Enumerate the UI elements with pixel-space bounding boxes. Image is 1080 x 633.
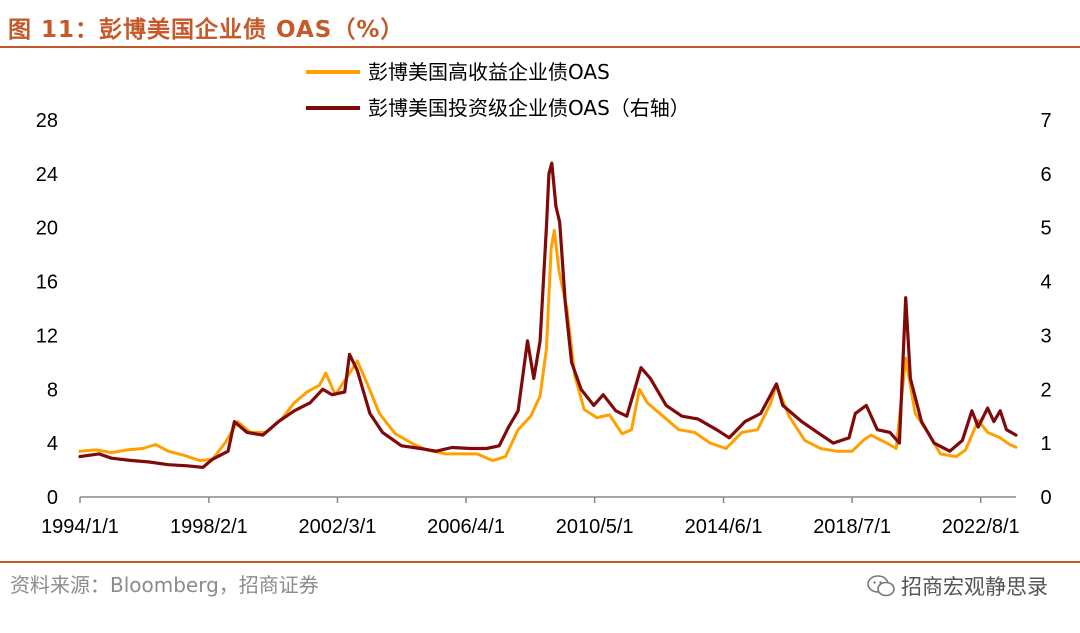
figure-title: 图 11：彭博美国企业债 OAS（%） (8, 17, 405, 43)
y-right-tick-label: 1 (1040, 433, 1051, 455)
x-tick-label: 2002/3/1 (299, 516, 377, 538)
y-right-tick-label: 6 (1040, 164, 1051, 186)
y-right-tick-label: 7 (1040, 110, 1051, 132)
x-tick-label: 1998/2/1 (170, 516, 248, 538)
x-tick-label: 1994/1/1 (41, 516, 119, 538)
source-note: 资料来源：Bloomberg，招商证券 (10, 573, 319, 597)
wechat-icon (867, 575, 895, 597)
y-left-tick-label: 16 (36, 272, 58, 294)
x-tick-label: 2006/4/1 (427, 516, 505, 538)
y-left-tick-label: 0 (47, 487, 58, 509)
title-divider (0, 46, 1080, 48)
y-left-tick-label: 24 (36, 164, 58, 186)
y-left-tick-label: 28 (36, 110, 58, 132)
axes: 1994/1/1 1998/2/1 2002/3/1 2006/4/1 2010/5/1… (36, 110, 1052, 538)
watermark: 招商宏观静思录 (867, 571, 1048, 601)
y-right-tick-label: 3 (1040, 325, 1051, 347)
y-right-tick-label: 0 (1040, 487, 1051, 509)
y-left-tick-label: 4 (47, 433, 58, 455)
legend-label-high-yield: 彭博美国高收益企业债OAS (368, 60, 610, 84)
legend-label-investment-grade: 彭博美国投资级企业债OAS（右轴） (368, 96, 690, 120)
y-right-tick-label: 4 (1040, 272, 1051, 294)
y-right-tick-label: 5 (1040, 218, 1051, 240)
y-right-tick-label: 2 (1040, 379, 1051, 401)
legend: 彭博美国高收益企业债OAS 彭博美国投资级企业债OAS（右轴） (306, 60, 690, 120)
watermark-text: 招商宏观静思录 (901, 575, 1048, 599)
x-tick-label: 2018/7/1 (813, 516, 891, 538)
footer-divider (0, 561, 1080, 563)
x-tick-label: 2014/6/1 (685, 516, 763, 538)
series-line-investment-grade (78, 161, 1018, 469)
y-left-tick-label: 8 (47, 379, 58, 401)
series-layer (78, 161, 1018, 469)
y-left-tick-label: 12 (36, 325, 58, 347)
y-left-tick-label: 20 (36, 218, 58, 240)
oas-line-chart: 彭博美国高收益企业债OAS 彭博美国投资级企业债OAS（右轴） 1994/1/1… (36, 60, 1052, 538)
x-tick-label: 2022/8/1 (942, 516, 1020, 538)
x-tick-label: 2010/5/1 (556, 516, 634, 538)
